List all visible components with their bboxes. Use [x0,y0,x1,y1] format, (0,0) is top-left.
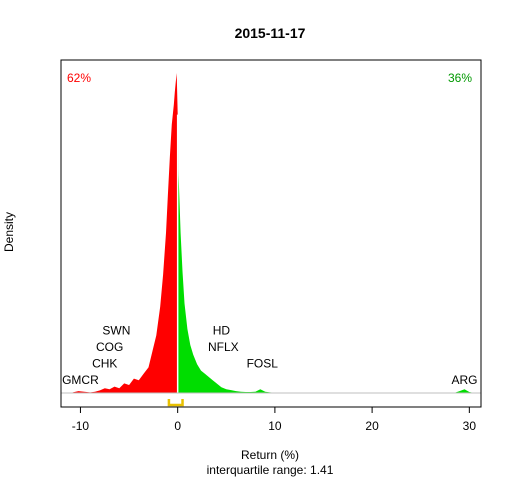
annotation-layer: GMCR CHK COG SWN HD NFLX FOSL ARG [62,324,477,388]
chart-subtitle: interquartile range: 1.41 [207,463,334,477]
x-axis: -10 0 10 20 30 [72,406,477,433]
negative-density-area [72,73,178,393]
pct-negative-label: 62% [67,71,91,85]
stock-label-gmcr: GMCR [62,373,99,387]
stock-label-cog: COG [96,340,123,354]
y-axis-label: Density [2,212,16,252]
stock-label-nflx: NFLX [208,340,239,354]
x-tick-label: 10 [268,419,282,433]
x-tick-label: 30 [463,419,477,433]
stock-label-arg: ARG [451,373,477,387]
density-layer [61,73,481,407]
stock-label-fosl: FOSL [247,357,279,371]
x-tick-label: -10 [72,419,90,433]
chart-title: 2015-11-17 [235,25,306,41]
x-axis-label: Return (%) [241,448,299,462]
x-tick-label: 20 [365,419,379,433]
pct-positive-label: 36% [448,71,472,85]
stock-label-chk: CHK [92,357,117,371]
stock-label-hd: HD [213,324,231,338]
stock-label-swn: SWN [102,324,130,338]
x-tick-label: 0 [174,419,181,433]
iqr-bracket [167,399,184,407]
plot-frame [60,59,482,408]
